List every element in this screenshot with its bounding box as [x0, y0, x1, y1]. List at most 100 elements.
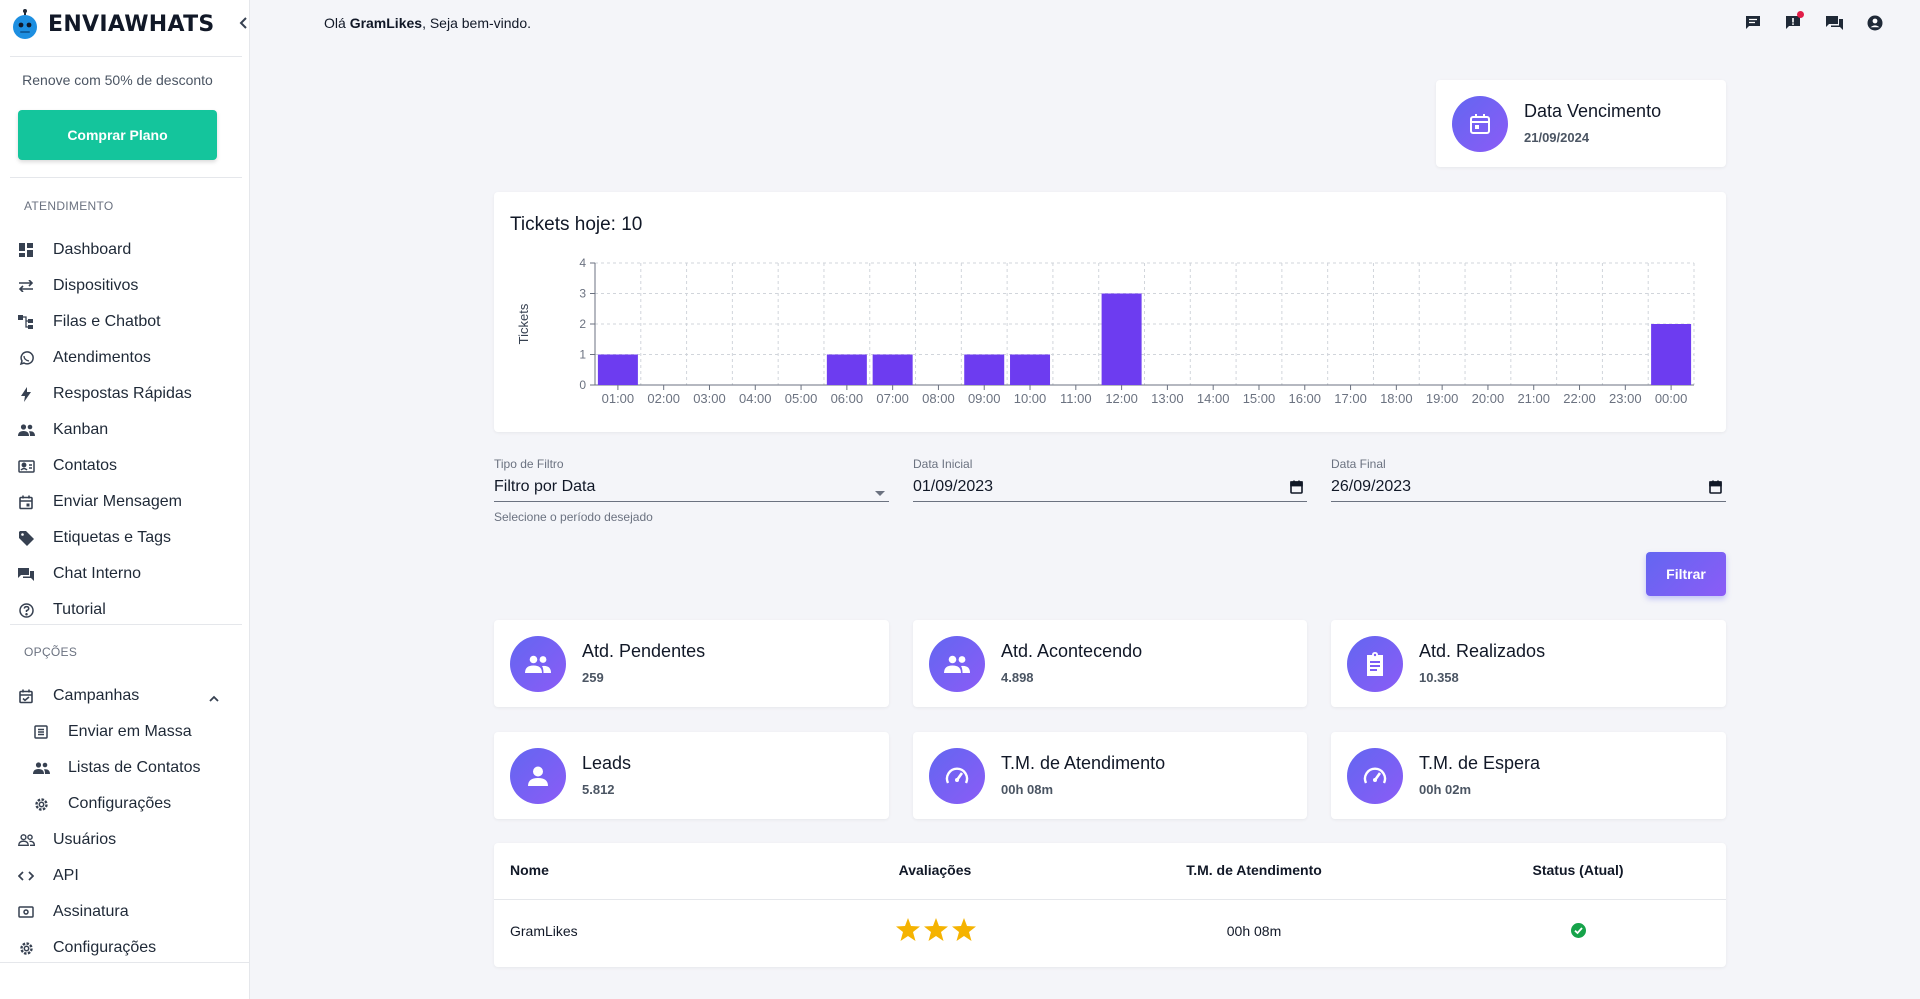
sidebar-item-label: Assinatura [53, 903, 129, 920]
kpi-value: 00h 08m [1001, 782, 1054, 797]
calendar-picker-icon[interactable] [1709, 480, 1722, 499]
filter-type-value: Filtro por Data [494, 477, 596, 495]
bar [1651, 324, 1692, 385]
x-tick-label: 05:00 [785, 391, 818, 406]
kpi-value: 5.812 [582, 782, 615, 797]
x-tick-label: 01:00 [602, 391, 635, 406]
start-date-input[interactable]: 01/09/2023 [913, 472, 1307, 502]
filter-type-select[interactable]: Filtro por Data [494, 472, 889, 502]
chart-title: Tickets hoje: 10 [510, 214, 643, 235]
chevron-left-icon [239, 17, 247, 29]
gear-icon [32, 796, 50, 812]
kpi-title: T.M. de Espera [1419, 753, 1541, 773]
notifications-button[interactable] [1784, 11, 1804, 32]
y-tick-label: 1 [579, 348, 586, 362]
section-atendimento: ATENDIMENTO [24, 199, 114, 213]
bar [826, 354, 867, 385]
end-date-value: 26/09/2023 [1331, 477, 1412, 495]
sidebar-item-tutorial[interactable]: Tutorial [0, 594, 242, 626]
x-tick-label: 09:00 [968, 391, 1001, 406]
flash-icon [17, 386, 35, 402]
bar [1101, 293, 1142, 385]
kpi-card-leads: Leads 5.812 [494, 732, 889, 819]
tickets-chart-card: Tickets hoje: 10 0 1 2 3 4 01:00 02:00 03:00 04:… [494, 192, 1726, 432]
sidebar-item-usuarios[interactable]: Usuários [0, 824, 242, 856]
sidebar-subitem-enviar-em-massa[interactable]: Enviar em Massa [0, 716, 242, 748]
sidebar-item-label: Configurações [68, 795, 172, 812]
sidebar-item-atendimentos[interactable]: Atendimentos [0, 342, 242, 374]
x-tick-label: 21:00 [1517, 391, 1550, 406]
x-tick-label: 06:00 [831, 391, 864, 406]
feedback-icon [1786, 16, 1800, 29]
sidebar-item-label: Usuários [53, 831, 117, 848]
end-date-input[interactable]: 26/09/2023 [1331, 472, 1726, 502]
dropdown-arrow-icon [875, 484, 885, 502]
x-tick-label: 14:00 [1197, 391, 1230, 406]
sidebar-item-label: Filas e Chatbot [53, 313, 161, 330]
star-icon [924, 918, 948, 941]
start-date-label: Data Inicial [913, 457, 973, 471]
kpi-value: 4.898 [1001, 670, 1034, 685]
sidebar-item-api[interactable]: API [0, 860, 242, 892]
row-rating [841, 918, 1031, 941]
sidebar-item-configuracoes[interactable]: Configurações [0, 932, 242, 964]
event-check-icon [17, 688, 35, 704]
sidebar-item-label: Dispositivos [53, 277, 139, 294]
chat-button[interactable] [1744, 14, 1762, 32]
start-date-value: 01/09/2023 [913, 477, 994, 495]
kpi-icon-circle [929, 748, 985, 804]
chevron-up-icon[interactable] [208, 690, 220, 708]
sidebar-item-enviar-mensagem[interactable]: Enviar Mensagem [0, 486, 242, 518]
sidebar-item-chat-interno[interactable]: Chat Interno [0, 558, 242, 590]
star-icon [952, 918, 976, 941]
sidebar-subitem-listas-contatos[interactable]: Listas de Contatos [0, 752, 242, 784]
due-date-title: Data Vencimento [1524, 101, 1662, 121]
sidebar-item-label: Kanban [53, 421, 109, 438]
x-tick-label: 18:00 [1380, 391, 1413, 406]
sidebar-subitem-configuracoes[interactable]: Configurações [0, 788, 242, 820]
sidebar-item-respostas-rapidas[interactable]: Respostas Rápidas [0, 378, 242, 410]
row-avg-time: 00h 08m [1226, 923, 1282, 939]
sidebar-item-etiquetas-tags[interactable]: Etiquetas e Tags [0, 522, 242, 554]
kpi-icon-circle [510, 748, 566, 804]
y-tick-label: 0 [579, 378, 586, 392]
x-tick-label: 11:00 [1060, 391, 1092, 406]
kpi-card-acontecendo: Atd. Acontecendo 4.898 [913, 620, 1307, 707]
sidebar-item-assinatura[interactable]: Assinatura [0, 896, 242, 928]
brand[interactable]: ENVIAWHATS [10, 6, 215, 42]
kpi-card-pendentes: Atd. Pendentes 259 [494, 620, 889, 707]
buy-plan-button[interactable]: Comprar Plano [18, 110, 217, 160]
sidebar-item-label: Tutorial [53, 601, 106, 618]
sidebar-item-dashboard[interactable]: Dashboard [0, 234, 242, 266]
calendar-picker-icon[interactable] [1290, 480, 1303, 499]
sidebar-item-kanban[interactable]: Kanban [0, 414, 242, 446]
greeting: Olá GramLikes, Seja bem-vindo. [324, 15, 531, 31]
y-tick-label: 2 [579, 317, 586, 331]
y-tick-label: 4 [579, 256, 586, 270]
speed-icon [1363, 767, 1387, 784]
filter-button[interactable]: Filtrar [1646, 552, 1726, 596]
calendar-icon [1470, 114, 1490, 134]
x-tick-label: 00:00 [1655, 391, 1688, 406]
sidebar-item-contatos[interactable]: Contatos [0, 450, 242, 482]
collapse-sidebar-button[interactable] [236, 14, 252, 32]
kpi-title: Atd. Acontecendo [1001, 641, 1143, 661]
sidebar-item-label: Respostas Rápidas [53, 385, 192, 402]
end-date-label: Data Final [1331, 457, 1386, 471]
x-tick-label: 16:00 [1288, 391, 1321, 406]
sidebar-item-filas-chatbot[interactable]: Filas e Chatbot [0, 306, 242, 338]
account-button[interactable] [1866, 14, 1884, 32]
x-tick-label: 02:00 [647, 391, 680, 406]
kpi-value: 00h 02m [1419, 782, 1472, 797]
x-tick-label: 07:00 [876, 391, 909, 406]
list-icon [32, 724, 50, 740]
robot-logo-icon [10, 9, 40, 39]
sidebar-item-label: Chat Interno [53, 565, 142, 582]
kpi-card-tm-espera: T.M. de Espera 00h 02m [1331, 732, 1726, 819]
sidebar-item-campanhas[interactable]: Campanhas [0, 680, 242, 712]
internal-chat-button[interactable] [1825, 14, 1843, 32]
section-opcoes: OPÇÕES [24, 645, 78, 659]
sidebar-item-dispositivos[interactable]: Dispositivos [0, 270, 242, 302]
divider [10, 56, 242, 57]
sidebar-item-label: Contatos [53, 457, 118, 474]
